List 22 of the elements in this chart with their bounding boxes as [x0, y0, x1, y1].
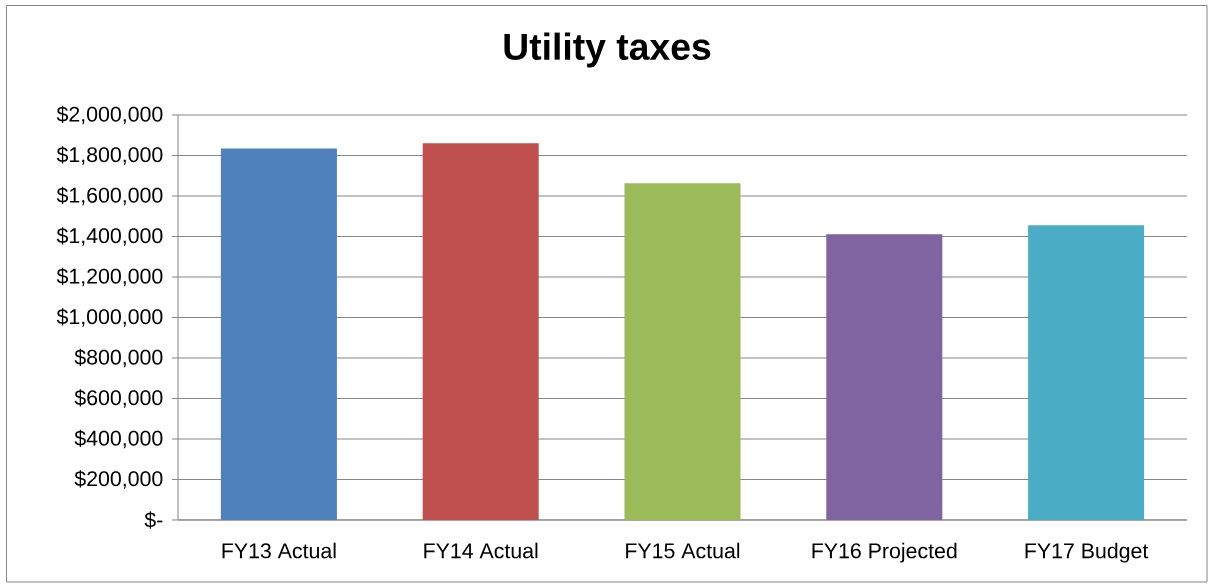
y-tick-label: $600,000 [74, 389, 163, 408]
y-tick-label: $1,800,000 [56, 146, 163, 165]
y-tick-label: $2,000,000 [56, 105, 163, 125]
y-tick-label: $200,000 [74, 470, 163, 489]
chart-title: Utility taxes [504, 32, 711, 68]
y-tick-label: $400,000 [74, 429, 163, 449]
x-tick-label: FY15 Actual [626, 542, 740, 559]
x-tick-label: FY17 Budget [1025, 542, 1149, 563]
x-tick-label: FY14 Actual [424, 542, 538, 559]
y-tick-label: $800,000 [74, 348, 163, 368]
x-tick-label: FY16 Projected [812, 542, 957, 563]
y-tick-label: $1,000,000 [56, 308, 163, 327]
x-tick-label: FY13 Actual [222, 542, 336, 559]
y-tick-label: $1,600,000 [56, 186, 163, 206]
y-tick-label: $1,400,000 [56, 227, 163, 246]
bar [220, 148, 337, 520]
bar [826, 234, 943, 520]
bar [624, 183, 741, 520]
y-tick-label: $1,200,000 [56, 267, 163, 287]
y-tick-label: $- [144, 511, 163, 529]
bar [1028, 225, 1145, 520]
bar [422, 143, 539, 520]
